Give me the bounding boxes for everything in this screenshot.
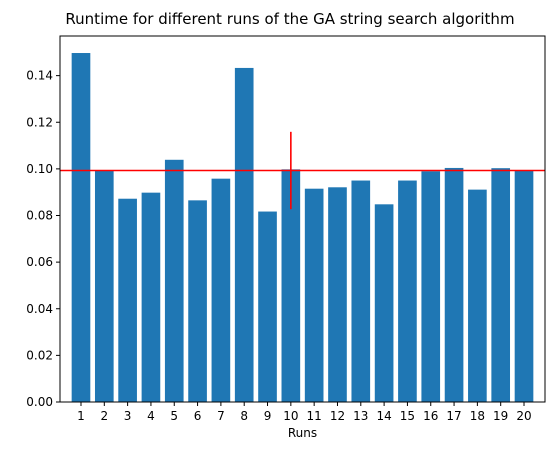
y-tick-label: 0.08 bbox=[26, 209, 53, 223]
x-tick-label: 14 bbox=[376, 409, 391, 423]
y-tick-label: 0.10 bbox=[26, 162, 53, 176]
x-tick-label: 6 bbox=[194, 409, 202, 423]
x-tick-label: 17 bbox=[446, 409, 461, 423]
x-tick-label: 18 bbox=[470, 409, 485, 423]
x-tick-label: 4 bbox=[147, 409, 155, 423]
y-tick-label: 0.04 bbox=[26, 302, 53, 316]
bar-run-2 bbox=[94, 170, 114, 402]
y-tick-label: 0.00 bbox=[26, 395, 53, 409]
x-tick-label: 5 bbox=[170, 409, 178, 423]
bar-run-9 bbox=[258, 211, 277, 402]
bar-run-15 bbox=[398, 180, 417, 402]
y-tick-label: 0.02 bbox=[26, 348, 53, 362]
y-tick-label: 0.12 bbox=[26, 115, 53, 129]
x-tick-label: 1 bbox=[77, 409, 85, 423]
x-tick-label: 12 bbox=[330, 409, 345, 423]
bar-run-11 bbox=[304, 188, 324, 402]
x-tick-label: 9 bbox=[264, 409, 272, 423]
x-tick-label: 11 bbox=[307, 409, 322, 423]
overlays-layer bbox=[60, 131, 545, 210]
bar-run-13 bbox=[351, 180, 371, 402]
bar-run-4 bbox=[141, 192, 161, 402]
bar-run-10 bbox=[281, 169, 301, 402]
x-tick-label: 2 bbox=[100, 409, 108, 423]
x-axis-ticks: 1 2 3 4 5 6 7 8 9 10 11 12 13 14 15 16 17 18 19 20 bbox=[77, 402, 532, 423]
x-tick-label: 7 bbox=[217, 409, 225, 423]
bars-layer bbox=[71, 53, 534, 403]
plot-area-frame bbox=[59, 35, 546, 403]
bar-run-20 bbox=[514, 170, 534, 402]
bar-run-3 bbox=[118, 198, 137, 402]
x-tick-label: 13 bbox=[353, 409, 368, 423]
bar-run-19 bbox=[491, 168, 511, 402]
x-tick-label: 19 bbox=[493, 409, 508, 423]
y-tick-label: 0.14 bbox=[26, 69, 53, 83]
bar-run-12 bbox=[328, 187, 347, 402]
y-axis-ticks: 0.00 0.02 0.04 0.06 0.08 0.10 0.12 0.14 bbox=[26, 69, 60, 409]
x-axis-label: Runs bbox=[288, 426, 317, 440]
bar-run-14 bbox=[374, 204, 394, 402]
bar-run-1 bbox=[71, 53, 91, 403]
x-tick-label: 10 bbox=[283, 409, 298, 423]
x-tick-label: 16 bbox=[423, 409, 438, 423]
chart-title: Runtime for different runs of the GA str… bbox=[65, 10, 514, 28]
bar-run-18 bbox=[468, 189, 487, 402]
bar-run-6 bbox=[188, 200, 207, 402]
x-tick-label: 8 bbox=[240, 409, 248, 423]
bar-run-8 bbox=[234, 67, 254, 403]
x-tick-label: 20 bbox=[516, 409, 531, 423]
x-tick-label: 3 bbox=[124, 409, 132, 423]
y-tick-label: 0.06 bbox=[26, 255, 53, 269]
bar-run-17 bbox=[444, 167, 464, 402]
bar-run-5 bbox=[164, 159, 184, 402]
bar-run-16 bbox=[421, 171, 441, 402]
bar-run-7 bbox=[211, 178, 231, 402]
x-tick-label: 15 bbox=[400, 409, 415, 423]
